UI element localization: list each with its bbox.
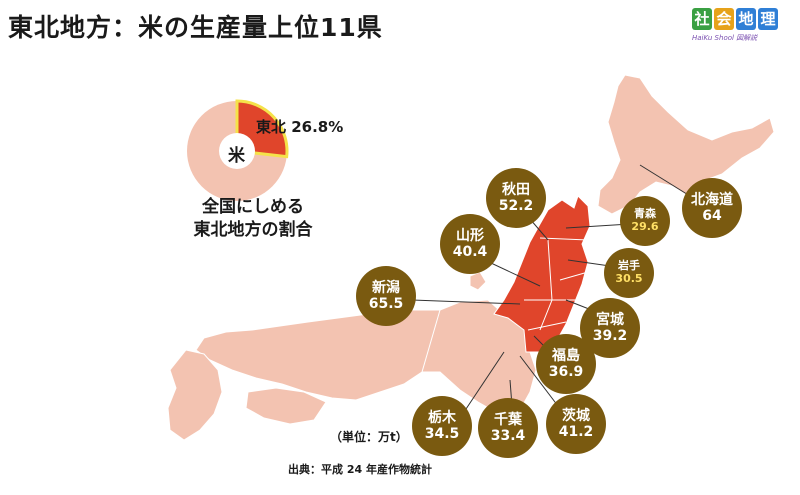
logo-tile: 地 bbox=[736, 8, 756, 30]
kyushu-region bbox=[167, 349, 223, 441]
bubble-aomori: 青森 29.6 bbox=[620, 196, 670, 246]
bubble-yamagata: 山形 40.4 bbox=[440, 214, 500, 274]
shikoku-region bbox=[245, 387, 327, 425]
bubble-akita: 秋田 52.2 bbox=[486, 168, 546, 228]
bubble-niigata: 新潟 65.5 bbox=[356, 266, 416, 326]
bubble-chiba: 千葉 33.4 bbox=[478, 398, 538, 458]
bubble-name: 新潟 bbox=[372, 279, 400, 296]
pie-center bbox=[219, 133, 255, 169]
bubble-tochigi: 栃木 34.5 bbox=[412, 396, 472, 456]
bubble-value: 65.5 bbox=[368, 296, 404, 312]
bubble-name: 茨城 bbox=[562, 407, 590, 424]
pie-chart bbox=[187, 99, 289, 201]
pie-caption: 全国にしめる 東北地方の割合 bbox=[188, 196, 318, 242]
bubble-value: 52.2 bbox=[498, 198, 534, 214]
bubble-value: 33.4 bbox=[490, 428, 526, 444]
bubble-value: 40.4 bbox=[452, 244, 488, 260]
bubble-name: 福島 bbox=[552, 347, 580, 364]
bubble-value: 36.9 bbox=[548, 364, 584, 380]
bubble-value: 34.5 bbox=[424, 426, 460, 442]
logo-tile: 社 bbox=[692, 8, 712, 30]
pie-caption-line2: 東北地方の割合 bbox=[193, 220, 313, 240]
bubble-value: 64 bbox=[702, 208, 722, 224]
bubble-hokkaido: 北海道 64 bbox=[682, 178, 742, 238]
logo-tile: 理 bbox=[758, 8, 778, 30]
source-note: 出典：平成 24 年産作物統計 bbox=[288, 463, 432, 476]
bubble-name: 岩手 bbox=[618, 259, 640, 273]
logo: 社 会 地 理 HaiKu Shool 図解説 bbox=[692, 8, 792, 48]
bubble-value: 41.2 bbox=[558, 424, 594, 440]
western-honshu-region bbox=[195, 309, 441, 401]
tohoku-borders bbox=[524, 237, 589, 331]
bubble-iwate: 岩手 30.5 bbox=[604, 248, 654, 298]
logo-subtitle: HaiKu Shool 図解説 bbox=[692, 34, 758, 42]
pie-slice-label: 東北 26.8% bbox=[256, 118, 344, 136]
logo-tile: 会 bbox=[714, 8, 734, 30]
bubble-fukushima: 福島 36.9 bbox=[536, 334, 596, 394]
bubble-ibaraki: 茨城 41.2 bbox=[546, 394, 606, 454]
logo-tiles: 社 会 地 理 bbox=[692, 8, 792, 30]
unit-note: （単位：万t） bbox=[330, 430, 408, 444]
bubble-name: 千葉 bbox=[494, 411, 522, 428]
bubble-name: 山形 bbox=[456, 227, 484, 244]
pie-caption-line1: 全国にしめる bbox=[202, 197, 304, 217]
bubble-name: 青森 bbox=[634, 207, 656, 221]
pie-center-label: 米 bbox=[228, 146, 245, 166]
bubble-value: 30.5 bbox=[615, 272, 643, 285]
bubble-name: 北海道 bbox=[691, 191, 733, 208]
bubble-value: 29.6 bbox=[631, 220, 659, 233]
bubble-name: 栃木 bbox=[428, 409, 456, 426]
bubble-name: 秋田 bbox=[502, 181, 530, 198]
bubble-name: 宮城 bbox=[596, 311, 624, 328]
sado-island bbox=[469, 271, 487, 291]
bubble-value: 39.2 bbox=[592, 328, 628, 344]
page-title: 東北地方：米の生産量上位11県 bbox=[8, 13, 383, 42]
